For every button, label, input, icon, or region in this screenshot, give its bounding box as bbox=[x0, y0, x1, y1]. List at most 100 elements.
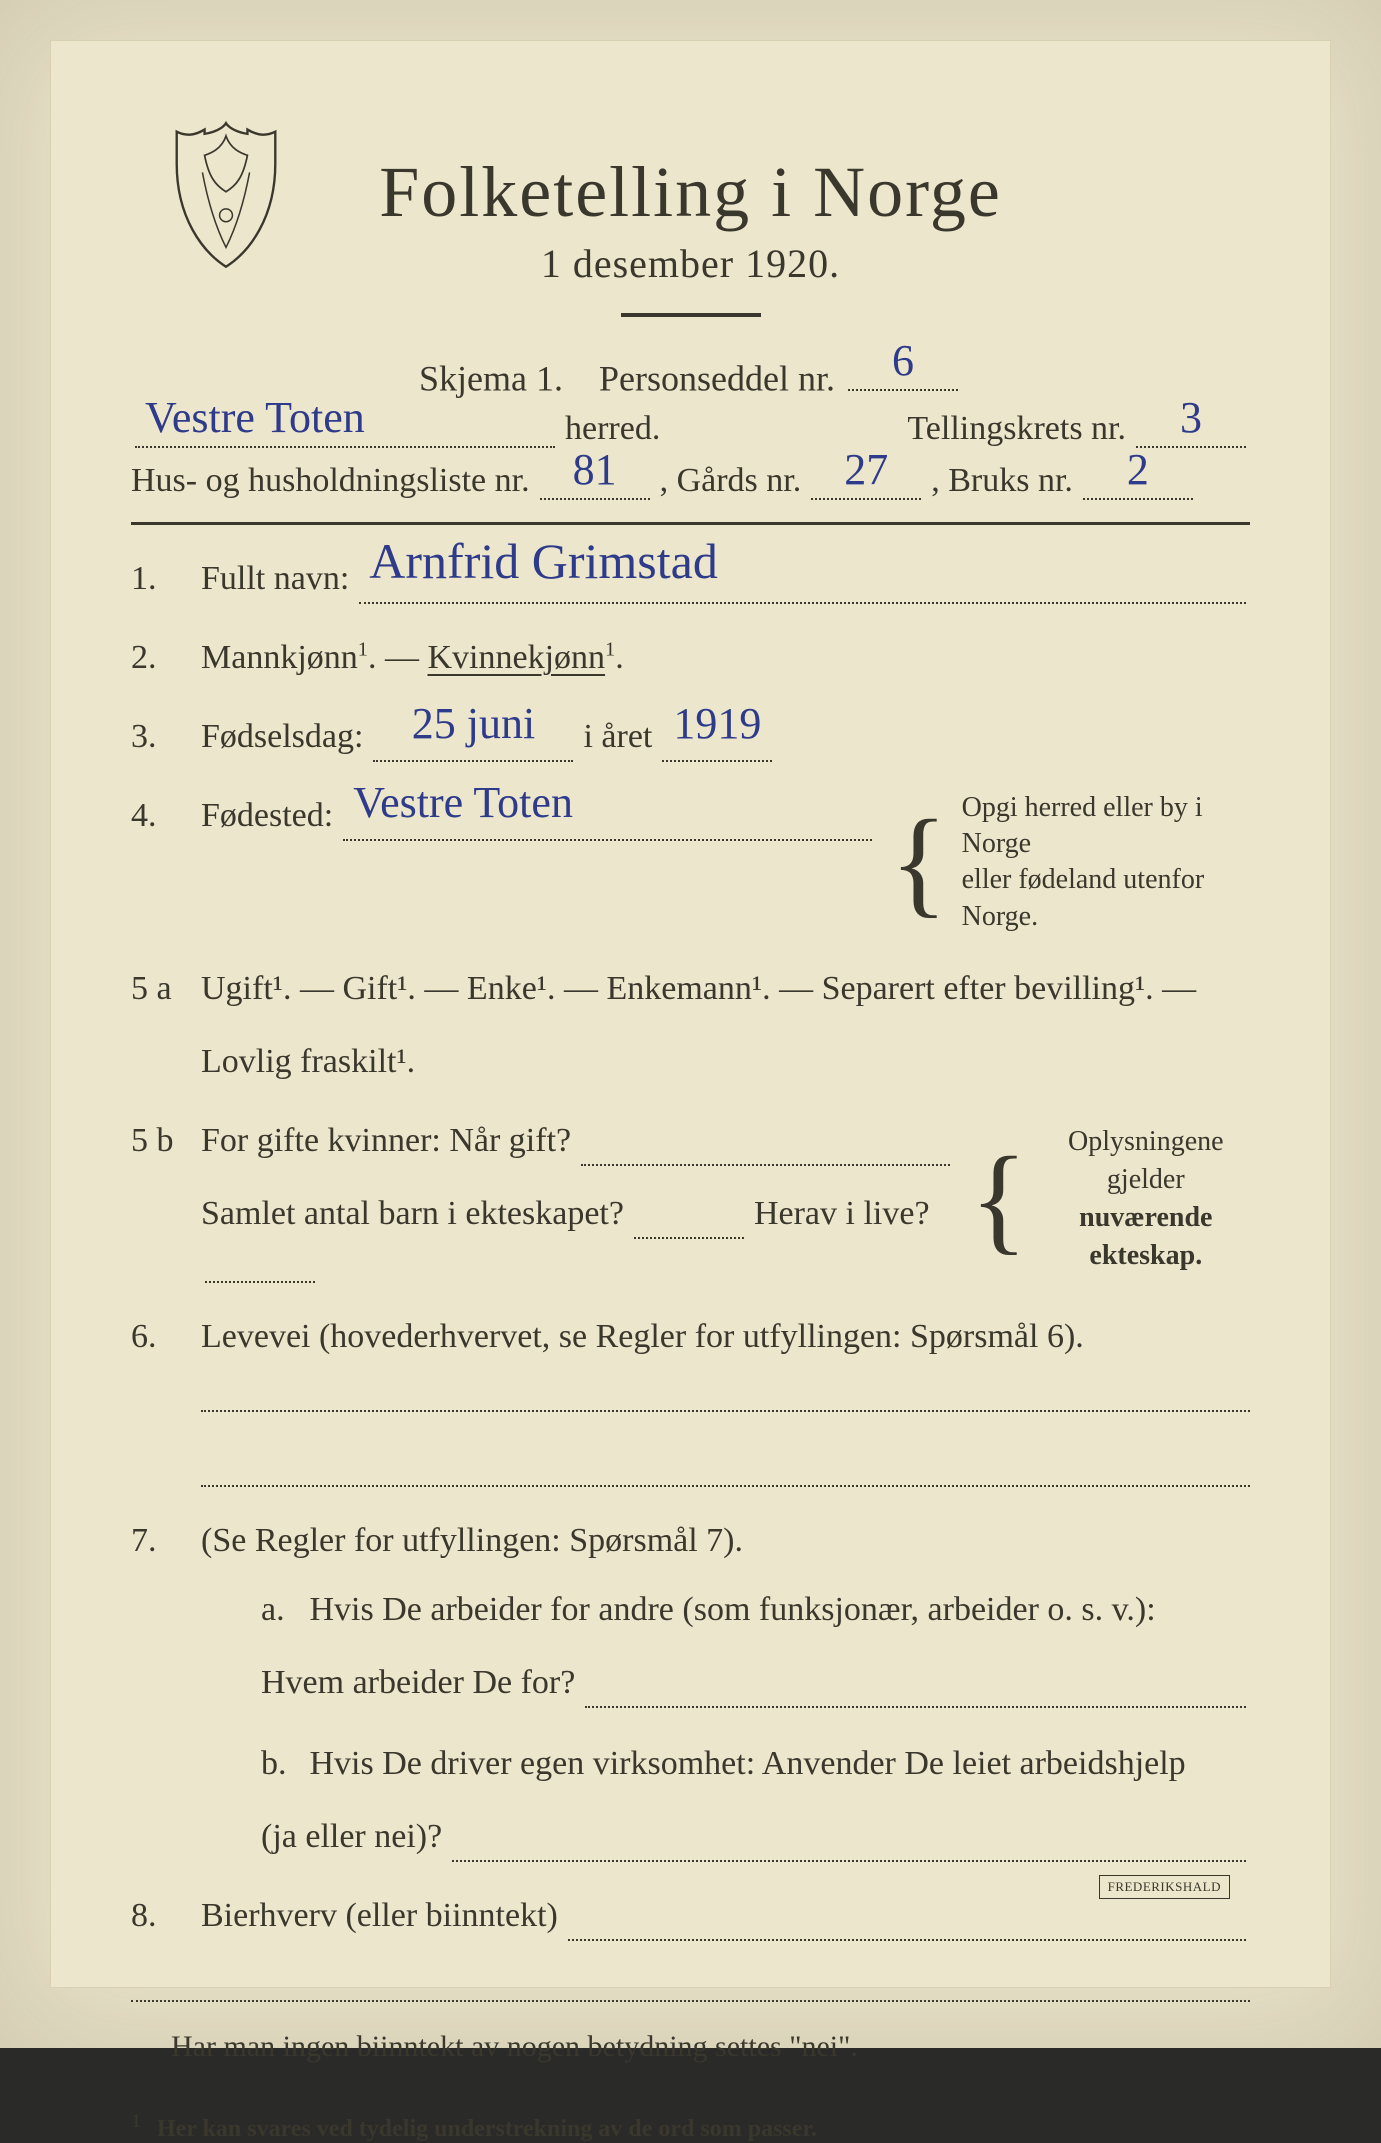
q5a-text1: Ugift¹. — Gift¹. — Enke¹. — Enkemann¹. —… bbox=[201, 963, 1250, 1014]
q5b-label3: Herav i live? bbox=[754, 1188, 930, 1239]
q7a-text2: Hvem arbeider De for? bbox=[261, 1657, 575, 1708]
q5a-text2: Lovlig fraskilt¹. bbox=[201, 1036, 1250, 1087]
q5b-label2: Samlet antal barn i ekteskapet? bbox=[201, 1188, 624, 1239]
coat-of-arms-icon bbox=[171, 121, 281, 276]
q7-num: 7. bbox=[131, 1515, 201, 1862]
printer-mark: FREDERIKSHALD bbox=[1099, 1875, 1230, 1899]
q5a: 5 a Ugift¹. — Gift¹. — Enke¹. — Enkemann… bbox=[131, 963, 1250, 1087]
q2-kvinne: Kvinnekjønn bbox=[427, 639, 605, 676]
q3-aret-label: i året bbox=[583, 711, 652, 762]
q6-label: Levevei (hovederhvervet, se Regler for u… bbox=[201, 1311, 1250, 1362]
footnote-sup: 1 bbox=[131, 2110, 141, 2132]
bruks-nr-field: 2 bbox=[1083, 482, 1193, 500]
q1: 1. Fullt navn: Arnfrid Grimstad bbox=[131, 553, 1250, 604]
note-bottom: Har man ingen biinntekt av nogen betydni… bbox=[131, 2030, 1250, 2064]
q4-label: Fødested: bbox=[201, 790, 333, 841]
scan-background: Folketelling i Norge 1 desember 1920. Sk… bbox=[0, 0, 1381, 2048]
header: Folketelling i Norge 1 desember 1920. bbox=[131, 151, 1250, 317]
hus-nr-value: 81 bbox=[540, 444, 650, 495]
q8: 8. Bierhverv (eller biinntekt) bbox=[131, 1890, 1250, 1941]
herred-label: herred. bbox=[565, 410, 660, 448]
q4-note-line2: eller fødeland utenfor Norge. bbox=[962, 862, 1250, 935]
q7-label: (Se Regler for utfyllingen: Spørsmål 7). bbox=[201, 1515, 1250, 1566]
q2-num: 2. bbox=[131, 632, 201, 683]
q5b-note: { Oplysningene gjelder nuværende ekteska… bbox=[970, 1115, 1250, 1282]
q2-dash: . — bbox=[368, 639, 428, 676]
document-page: Folketelling i Norge 1 desember 1920. Sk… bbox=[50, 40, 1331, 1988]
q2-sup1: 1 bbox=[358, 638, 368, 660]
q4: 4. Fødested: Vestre Toten { Opgi herred … bbox=[131, 790, 1250, 936]
q5b-gift-field bbox=[581, 1129, 950, 1166]
q7b-text2: (ja eller nei)? bbox=[261, 1811, 442, 1862]
q4-note-line1: Opgi herred eller by i Norge bbox=[962, 790, 1250, 863]
q3-year-field: 1919 bbox=[662, 724, 772, 761]
gards-label: , Gårds nr. bbox=[660, 462, 802, 500]
q5b-note3: ekteskap. bbox=[1089, 1240, 1202, 1271]
q3-day-value: 25 juni bbox=[373, 691, 573, 757]
q7a-field bbox=[585, 1671, 1246, 1708]
q3-day-field: 25 juni bbox=[373, 724, 573, 761]
herred-name-value: Vestre Toten bbox=[135, 392, 555, 443]
q1-name-value: Arnfrid Grimstad bbox=[359, 524, 1246, 599]
hus-label: Hus- og husholdningsliste nr. bbox=[131, 462, 530, 500]
page-title: Folketelling i Norge bbox=[131, 151, 1250, 234]
q6-num: 6. bbox=[131, 1311, 201, 1488]
q5b-label1: For gifte kvinner: Når gift? bbox=[201, 1115, 571, 1166]
q2: 2. Mannkjønn1. — Kvinnekjønn1. bbox=[131, 632, 1250, 683]
page-subtitle: 1 desember 1920. bbox=[131, 240, 1250, 287]
q4-note: { Opgi herred eller by i Norge eller fød… bbox=[890, 790, 1250, 936]
q5b-note1: Oplysningene bbox=[1042, 1123, 1250, 1161]
bruks-label: , Bruks nr. bbox=[931, 462, 1073, 500]
q7b: b. Hvis De driver egen virksomhet: Anven… bbox=[261, 1738, 1250, 1862]
q7a-text1: Hvis De arbeider for andre (som funksjon… bbox=[310, 1591, 1156, 1628]
q8-num: 8. bbox=[131, 1890, 201, 1941]
personseddel-nr-value: 6 bbox=[848, 335, 958, 386]
q7b-field bbox=[452, 1825, 1246, 1862]
q7a: a. Hvis De arbeider for andre (som funks… bbox=[261, 1584, 1250, 1708]
footnote-text: Her kan svares ved tydelig understreknin… bbox=[157, 2116, 817, 2142]
q5b-note2a: gjelder bbox=[1107, 1164, 1185, 1195]
q5b-barn-field bbox=[634, 1202, 744, 1239]
tellingskrets-nr-value: 3 bbox=[1136, 392, 1246, 443]
q5b-note2b: nuværende bbox=[1079, 1202, 1212, 1233]
q6-line1 bbox=[201, 1372, 1250, 1413]
title-rule bbox=[621, 313, 761, 317]
q7b-letter: b. bbox=[261, 1738, 301, 1789]
q4-place-field: Vestre Toten bbox=[343, 803, 872, 840]
q7b-text1: Hvis De driver egen virksomhet: Anvender… bbox=[310, 1745, 1186, 1782]
bruks-nr-value: 2 bbox=[1083, 444, 1193, 495]
q5b: 5 b For gifte kvinner: Når gift? Samlet … bbox=[131, 1115, 1250, 1282]
q2-period: . bbox=[615, 639, 624, 676]
q1-label: Fullt navn: bbox=[201, 553, 349, 604]
q6-line2 bbox=[201, 1446, 1250, 1487]
tellingskrets-label: Tellingskrets nr. bbox=[907, 410, 1126, 448]
gards-nr-field: 27 bbox=[811, 482, 921, 500]
q6: 6. Levevei (hovederhvervet, se Regler fo… bbox=[131, 1311, 1250, 1488]
question-list: 1. Fullt navn: Arnfrid Grimstad 2. Mannk… bbox=[131, 553, 1250, 2065]
q7: 7. (Se Regler for utfyllingen: Spørsmål … bbox=[131, 1515, 1250, 1862]
hus-line: Hus- og husholdningsliste nr. 81 , Gårds… bbox=[131, 462, 1250, 500]
herred-line: Vestre Toten herred. Tellingskrets nr. 3 bbox=[131, 410, 1250, 448]
q3-label: Fødselsdag: bbox=[201, 711, 363, 762]
q1-name-field: Arnfrid Grimstad bbox=[359, 566, 1246, 603]
q3-num: 3. bbox=[131, 711, 201, 762]
q7a-letter: a. bbox=[261, 1584, 301, 1635]
q5a-num: 5 a bbox=[131, 963, 201, 1087]
brace-icon: { bbox=[970, 1157, 1028, 1241]
q5b-live-field bbox=[205, 1245, 315, 1282]
brace-icon: { bbox=[890, 820, 948, 904]
q4-place-value: Vestre Toten bbox=[343, 770, 872, 836]
hus-nr-field: 81 bbox=[540, 482, 650, 500]
q2-mann: Mannkjønn bbox=[201, 639, 358, 676]
q2-sup2: 1 bbox=[605, 638, 615, 660]
herred-name-field: Vestre Toten bbox=[135, 430, 555, 448]
q8-field bbox=[568, 1904, 1246, 1941]
q5b-num: 5 b bbox=[131, 1115, 201, 1282]
footnote: 1 Her kan svares ved tydelig understrekn… bbox=[131, 2110, 1250, 2143]
q1-num: 1. bbox=[131, 553, 201, 604]
personseddel-label: Personseddel nr. bbox=[599, 359, 835, 399]
q3: 3. Fødselsdag: 25 juni i året 1919 bbox=[131, 711, 1250, 762]
gards-nr-value: 27 bbox=[811, 444, 921, 495]
personseddel-nr-field: 6 bbox=[848, 351, 958, 391]
q8-line2 bbox=[131, 1983, 1250, 2002]
